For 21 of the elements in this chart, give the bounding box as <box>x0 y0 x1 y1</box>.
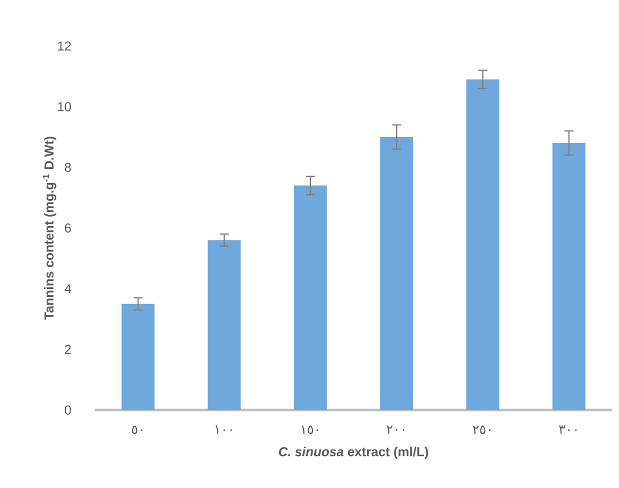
x-tick-label: ٢٥٠ <box>472 426 490 434</box>
y-tick-label: 8 <box>64 162 71 172</box>
x-tick-label: ٣٠٠ <box>558 426 577 434</box>
y-tick-label: 10 <box>58 102 71 112</box>
y-axis-title: Tannins content (mg.g$^{-1}$ D.Wt) <box>42 136 56 320</box>
y-tick-label: 2 <box>64 344 71 354</box>
y-tick-label: 4 <box>64 284 72 294</box>
bar <box>466 79 500 410</box>
x-axis-title: C. sinuosa extract (ml/L) <box>278 446 428 459</box>
x-tick-label: ١٥٠ <box>302 426 318 434</box>
y-tick-label: 12 <box>58 41 71 51</box>
x-tick-label: ٥٠ <box>132 426 142 434</box>
bar <box>380 136 414 410</box>
x-tick-label: ٢٠٠ <box>386 426 404 434</box>
y-tick-label: 6 <box>64 223 71 233</box>
x-tick-label: ١٠٠ <box>216 426 232 434</box>
bar <box>122 304 155 410</box>
bar <box>552 143 586 410</box>
y-tick-label: 0 <box>64 405 71 415</box>
bar <box>208 240 241 410</box>
bar <box>294 186 327 410</box>
